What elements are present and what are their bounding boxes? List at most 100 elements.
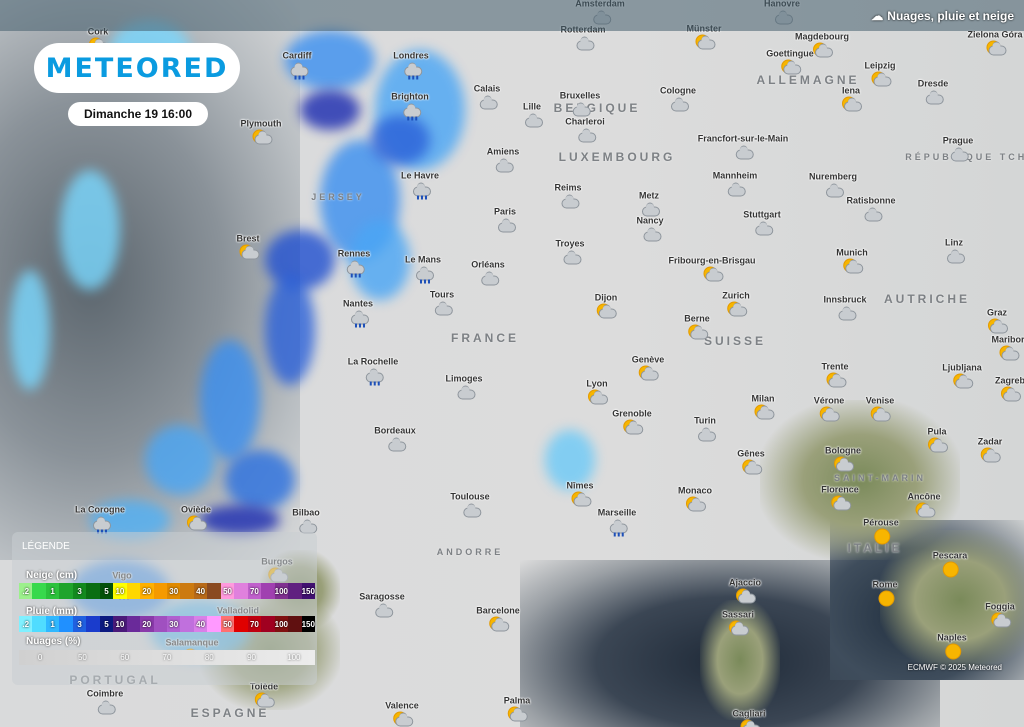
layer-title[interactable]: ☁ Nuages, pluie et neige — [871, 9, 1014, 23]
city-marker[interactable]: Florence — [821, 485, 859, 512]
city-marker[interactable]: Le Mans — [405, 255, 441, 284]
city-marker[interactable]: Lille — [521, 102, 543, 129]
city-marker[interactable]: Dresde — [918, 79, 948, 106]
city-marker[interactable]: Charleroi — [565, 117, 605, 144]
city-marker[interactable]: Ljubljana — [942, 363, 982, 390]
city-marker[interactable]: Bruxelles — [560, 91, 600, 118]
city-marker[interactable]: Pula — [926, 427, 948, 454]
city-name: Nancy — [636, 215, 664, 226]
city-marker[interactable]: Valence — [385, 701, 419, 727]
city-marker[interactable]: Graz — [986, 308, 1008, 335]
cloud-icon — [477, 271, 499, 287]
city-marker[interactable]: Brest — [236, 234, 260, 261]
city-marker[interactable]: Le Havre — [401, 171, 439, 200]
city-marker[interactable]: Nancy — [636, 215, 664, 243]
city-marker[interactable]: Munich — [836, 248, 868, 275]
city-marker[interactable]: La Corogne — [75, 505, 125, 534]
city-marker[interactable]: Nîmes — [566, 480, 594, 508]
city-marker[interactable]: Genève — [632, 355, 664, 382]
city-marker[interactable]: Amiens — [487, 147, 519, 174]
city-marker[interactable]: Innsbruck — [823, 295, 867, 322]
city-marker[interactable]: Berne — [684, 314, 710, 341]
city-marker[interactable]: Rennes — [338, 249, 370, 278]
city-name: Zagreb — [994, 375, 1024, 386]
city-marker[interactable]: Stuttgart — [743, 210, 781, 237]
precipitation-area — [285, 30, 375, 90]
city-marker[interactable]: Sassari — [722, 610, 754, 637]
city-marker[interactable]: La Rochelle — [348, 357, 398, 386]
city-marker[interactable]: Paris — [494, 207, 516, 234]
city-marker[interactable]: Zagreb — [995, 376, 1024, 403]
city-marker[interactable]: Milan — [751, 394, 775, 421]
city-marker[interactable]: Monaco — [678, 486, 712, 513]
city-marker[interactable]: Gênes — [737, 449, 765, 476]
city-marker[interactable]: Pescara — [933, 551, 967, 578]
city-marker[interactable]: Turin — [694, 416, 716, 443]
city-marker[interactable]: Bologne — [825, 446, 861, 473]
cloud-icon — [922, 90, 944, 106]
city-marker[interactable]: Cardiff — [283, 51, 312, 80]
city-marker[interactable]: Magdebourg — [795, 32, 849, 59]
city-marker[interactable]: Mannheim — [713, 171, 757, 198]
city-marker[interactable]: Leipzig — [865, 61, 896, 88]
city-marker[interactable]: Orléans — [471, 260, 505, 287]
city-marker[interactable]: Calais — [474, 84, 500, 111]
city-marker[interactable]: Limoges — [445, 374, 483, 401]
city-marker[interactable]: Dijon — [595, 293, 617, 320]
city-marker[interactable]: Oviède — [181, 505, 211, 532]
rain-scale-step — [126, 616, 141, 632]
city-marker[interactable]: Cologne — [660, 86, 696, 113]
city-marker[interactable]: Francfort-sur-le-Main — [698, 134, 788, 161]
city-marker[interactable]: Bordeaux — [374, 426, 416, 453]
city-marker[interactable]: Brighton — [391, 92, 429, 121]
city-name: Nîmes — [566, 480, 594, 491]
city-marker[interactable]: Ratisbonne — [846, 196, 896, 223]
city-marker[interactable]: Venise — [866, 396, 894, 423]
city-marker[interactable]: Prague — [943, 136, 973, 163]
city-marker[interactable]: Linz — [943, 238, 965, 265]
city-marker[interactable]: Troyes — [555, 239, 585, 266]
city-marker[interactable]: Saragosse — [359, 592, 405, 619]
city-marker[interactable]: Londres — [393, 51, 429, 80]
city-marker[interactable]: Zurich — [722, 291, 750, 318]
city-marker[interactable]: Toulouse — [450, 492, 490, 519]
city-marker[interactable]: Metz — [638, 191, 660, 218]
city-marker[interactable]: Iena — [840, 86, 862, 113]
city-marker[interactable]: Plymouth — [240, 119, 282, 146]
city-marker[interactable]: Tolède — [250, 682, 278, 709]
city-name: Orléans — [471, 259, 505, 270]
cloud-icon — [638, 202, 660, 218]
city-name: Stuttgart — [743, 209, 781, 220]
city-marker[interactable]: Grenoble — [612, 409, 652, 436]
city-marker[interactable]: Pérouse — [863, 518, 899, 545]
city-marker[interactable]: Barcelone — [476, 606, 520, 633]
city-marker[interactable]: Goettingue — [766, 49, 814, 76]
city-marker[interactable]: Naples — [937, 633, 967, 660]
rain-scale-step — [207, 616, 221, 632]
city-marker[interactable]: Reims — [554, 183, 582, 210]
city-marker[interactable]: Fribourg-en-Brisgau — [669, 256, 756, 283]
city-marker[interactable]: Bilbao — [292, 508, 320, 535]
city-marker[interactable]: Zadar — [978, 437, 1002, 464]
city-marker[interactable]: Trente — [821, 362, 849, 389]
city-marker[interactable]: Zielona Góra — [967, 30, 1023, 57]
city-marker[interactable]: Lyon — [586, 379, 608, 406]
rain-icon — [362, 368, 384, 386]
meteored-logo[interactable]: METEORED — [34, 43, 240, 93]
precipitation-area — [225, 450, 295, 510]
city-marker[interactable]: Ancône — [907, 492, 941, 519]
city-marker[interactable]: Tours — [430, 290, 454, 317]
city-marker[interactable]: Vérone — [814, 396, 844, 423]
city-marker[interactable]: Palma — [504, 696, 530, 723]
city-marker[interactable]: Nuremberg — [809, 172, 857, 199]
city-marker[interactable]: Maribor — [991, 335, 1024, 362]
sun-cloud-icon — [734, 588, 756, 605]
city-marker[interactable]: Foggia — [985, 602, 1015, 629]
city-marker[interactable]: Marseille — [598, 508, 636, 537]
city-marker[interactable]: Cagliari — [732, 709, 766, 727]
city-marker[interactable]: Rome — [872, 580, 898, 607]
city-marker[interactable]: Ajaccio — [729, 578, 761, 605]
city-marker[interactable]: Nantes — [343, 299, 373, 328]
city-marker[interactable]: Coimbre — [87, 689, 123, 716]
